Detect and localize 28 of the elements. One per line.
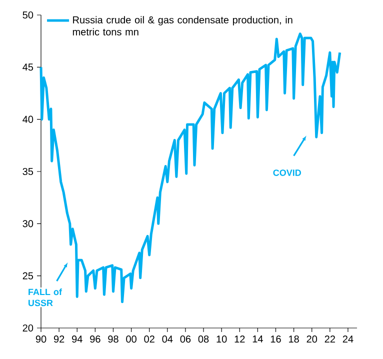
x-tick-label: 00: [126, 336, 136, 343]
x-tick-label: 08: [198, 336, 209, 343]
y-tick-label: 40: [22, 116, 34, 123]
y-tick-label: 20: [22, 324, 34, 332]
y-tick-label: 45: [22, 64, 34, 71]
annotation: FALL of USSR: [28, 288, 62, 306]
x-tick-label: 18: [289, 336, 299, 343]
y-tick-label: 30: [22, 220, 34, 228]
x-tick-label: 94: [72, 336, 82, 343]
y-tick-label: 50: [22, 11, 34, 19]
y-tick-label: 35: [22, 168, 34, 176]
x-tick-label: 22: [324, 336, 335, 343]
x-tick-label: 90: [36, 336, 46, 343]
x-tick-label: 06: [180, 336, 191, 343]
x-tick-label: 02: [144, 336, 154, 343]
legend-label: Russia crude oil & gas condensate production, in metric tons mn: [72, 16, 292, 36]
x-tick-label: 10: [216, 336, 227, 343]
x-tick-label: 12: [234, 336, 245, 343]
x-tick-label: 24: [342, 336, 354, 343]
x-tick-label: 98: [108, 336, 118, 343]
x-tick-label: 92: [54, 336, 64, 343]
x-tick-label: 14: [252, 336, 263, 342]
x-tick-label: 04: [162, 336, 173, 343]
annotation: COVID: [273, 170, 301, 176]
x-tick-label: 16: [270, 336, 281, 343]
x-tick-label: 20: [306, 336, 318, 343]
x-tick-label: 96: [90, 336, 100, 343]
y-tick-label: 25: [22, 272, 34, 280]
